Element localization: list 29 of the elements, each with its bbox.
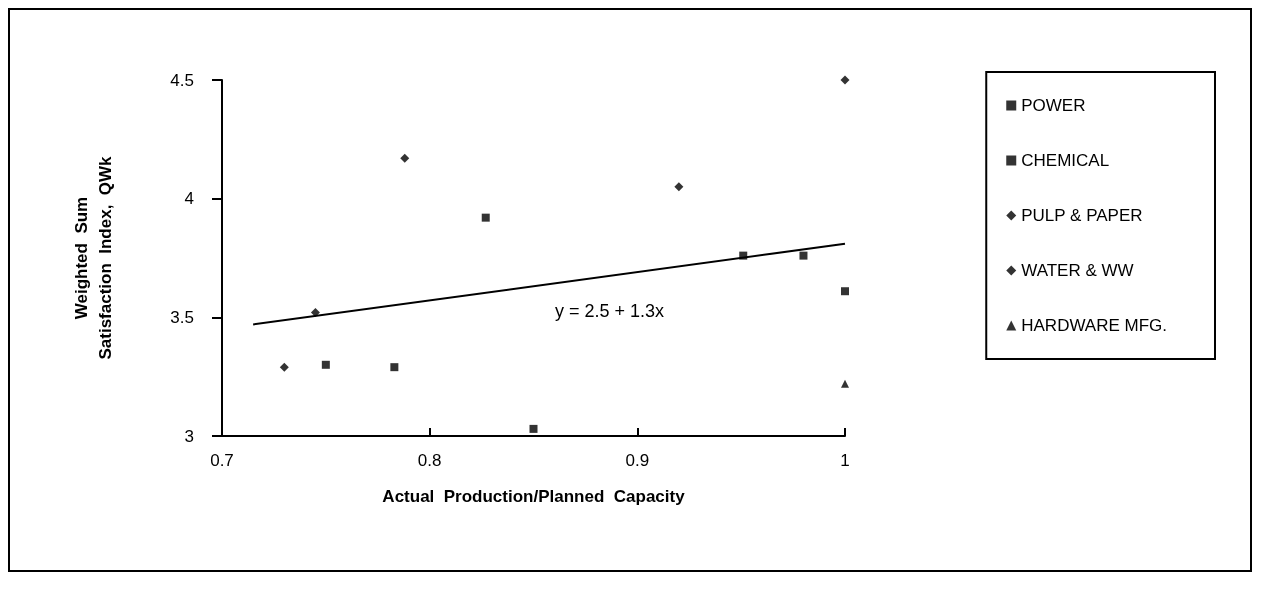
point [840,75,850,85]
legend-label: HARDWARE MFG. [1021,316,1168,335]
y-tick-label: 4.5 [170,70,194,90]
point [310,308,320,318]
annotation: y = 2.5 + 1.3x [555,301,665,321]
y-tick-label: 4 [184,189,194,209]
x-tick-label: 0.9 [625,451,650,470]
y-axis-title: Weighted Sum Satisfaction Index, QWk [71,155,115,360]
point [481,213,490,222]
x-axis-title: Actual Production/Planned Capacity [382,487,686,506]
y-tick-label: 3 [184,426,194,446]
point [739,251,748,260]
point [279,362,289,372]
x-tick-label: 0.8 [417,451,442,470]
point [400,153,410,163]
point [841,287,849,296]
point [841,379,849,388]
point [799,251,808,260]
x-tick-label: 1 [840,451,850,470]
legend-label: CHEMICAL [1021,151,1110,170]
point [321,360,330,369]
point [529,424,538,433]
legend-label: WATER & WW [1021,261,1134,280]
y-tick-label: 3.5 [170,307,194,327]
x-tick-label: 0.7 [210,451,234,470]
legend-label: POWER [1021,96,1086,115]
point [390,363,399,372]
legend-label: PULP & PAPER [1021,206,1143,225]
point [674,182,684,192]
